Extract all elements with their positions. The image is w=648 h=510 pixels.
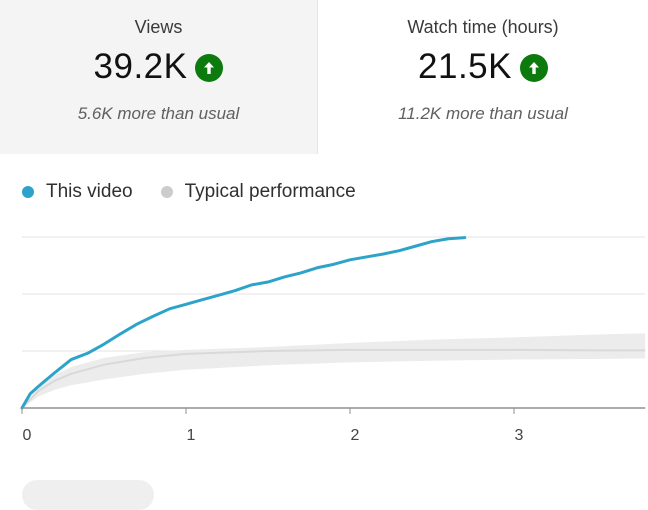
x-tick-label: 1 (187, 427, 196, 444)
typical-performance-band (22, 333, 646, 408)
card-title: Views (134, 17, 183, 37)
legend-item-typical[interactable]: Typical performance (160, 181, 356, 203)
arrow-up-icon (519, 54, 548, 82)
this-video-line (20, 236, 467, 410)
x-tick-label: 3 (515, 427, 524, 444)
card-value: 21.5K (418, 47, 512, 86)
card-value: 39.2K (93, 47, 188, 86)
x-tick-label: 0 (23, 427, 32, 444)
legend-label: Typical performance (184, 181, 356, 202)
x-axis-ticks: 0 1 2 3 (21, 408, 524, 444)
card-value-row: 21.5K (318, 47, 648, 87)
typical-performance-line (21, 348, 646, 409)
legend-label: This video (46, 181, 133, 202)
performance-chart: 0 1 2 3 (20, 236, 646, 444)
x-tick-label: 2 (351, 427, 360, 444)
card-title: Watch time (hours) (407, 17, 559, 37)
card-subtext: 11.2K more than usual (398, 104, 568, 123)
arrow-up-icon (195, 54, 224, 82)
card-value-row: 39.2K (0, 47, 317, 87)
metric-cards: Views 39.2K 5.6K more than usual Watch t… (0, 0, 648, 154)
legend-dot-this-video (22, 186, 34, 198)
gridlines (22, 236, 646, 352)
card-subtext: 5.6K more than usual (77, 104, 240, 123)
bottom-button[interactable] (22, 480, 154, 510)
watch-time-card[interactable]: Watch time (hours) 21.5K 11.2K more than… (318, 0, 648, 154)
views-card[interactable]: Views 39.2K 5.6K more than usual (0, 0, 318, 154)
legend-dot-typical (160, 186, 173, 198)
chart-legend: This video Typical performance (22, 181, 384, 203)
legend-item-this-video[interactable]: This video (22, 181, 133, 203)
